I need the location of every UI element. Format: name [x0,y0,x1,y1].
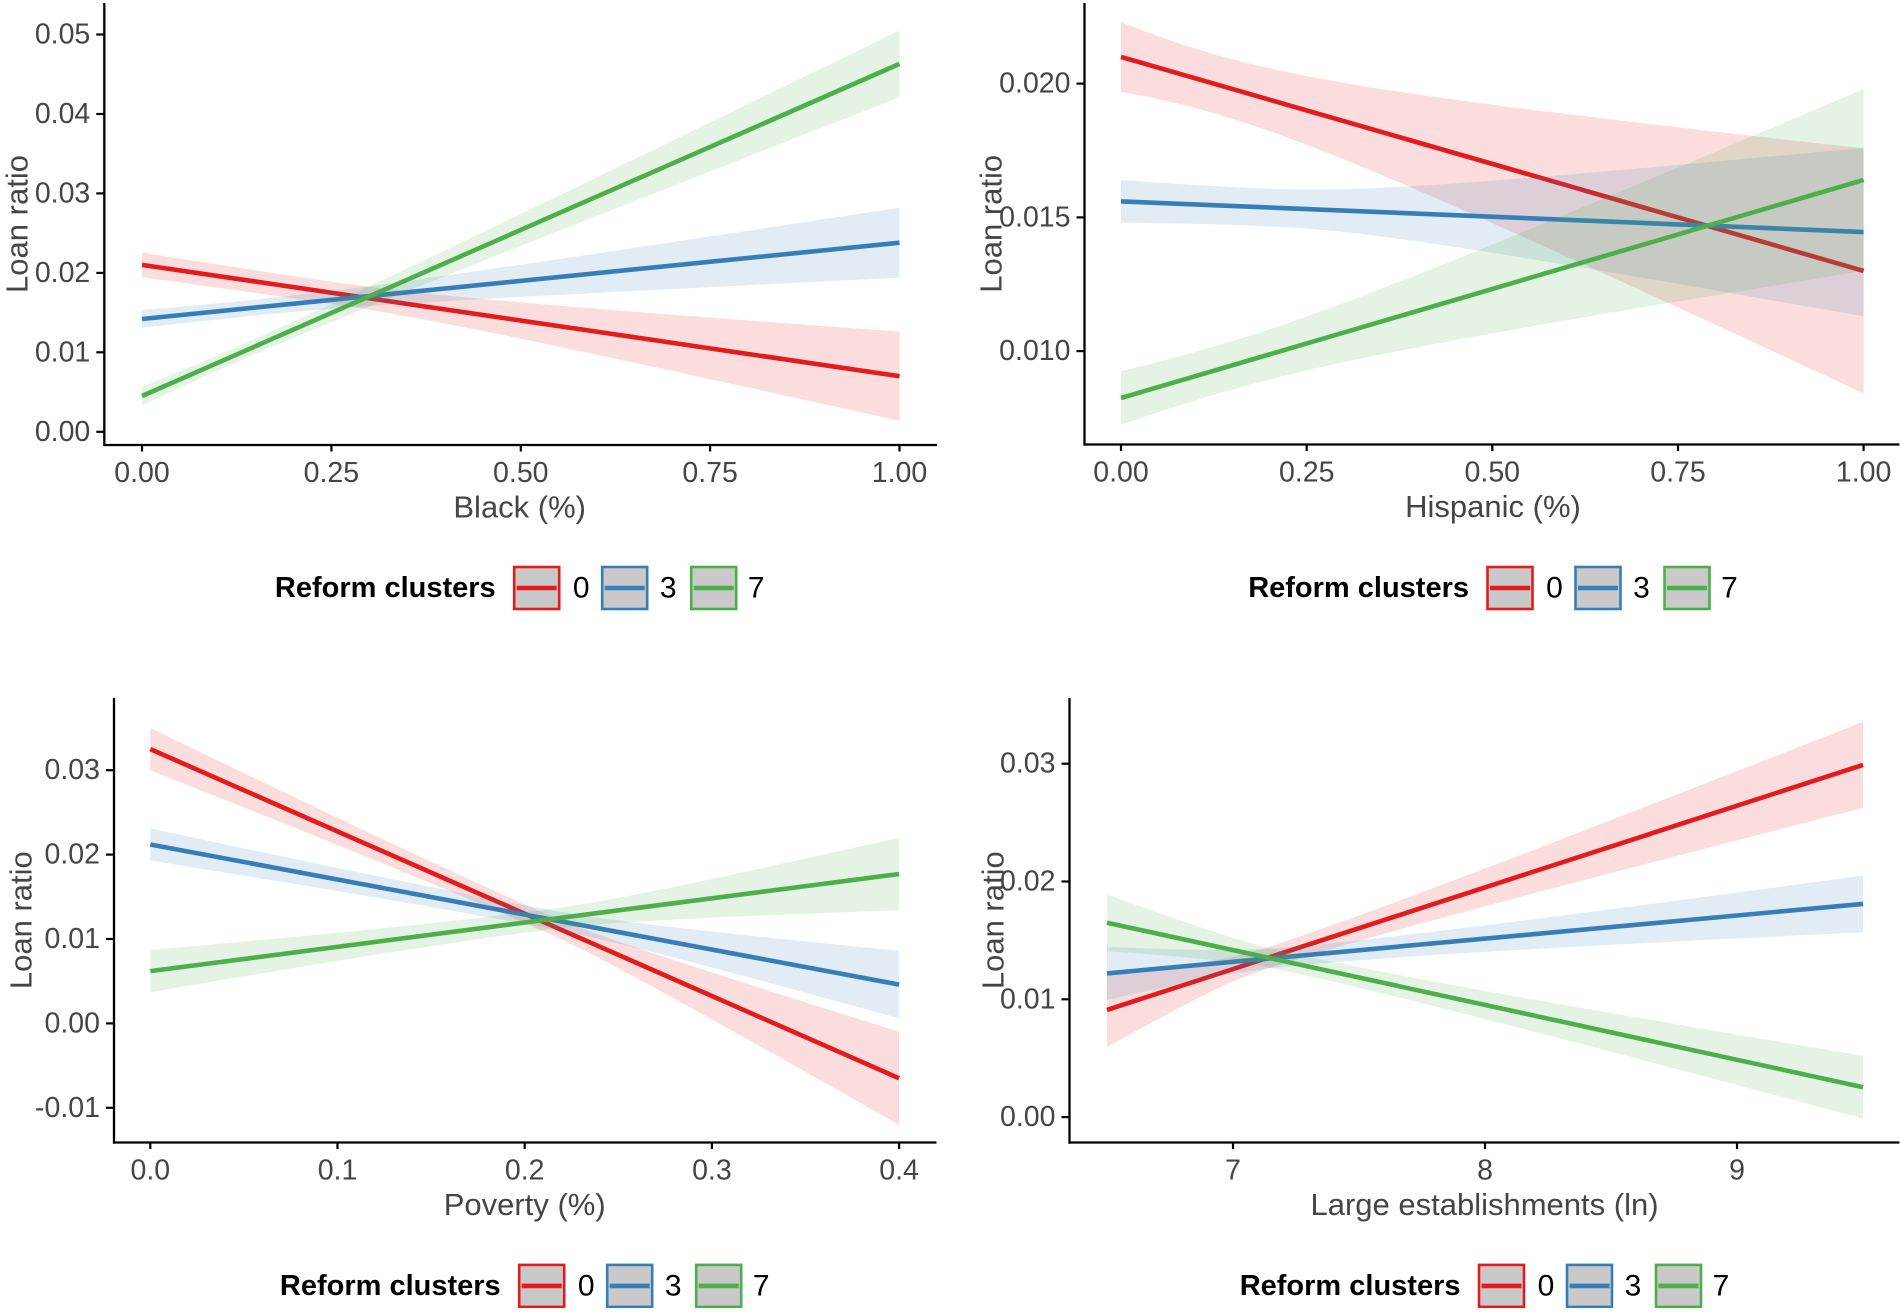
svg-text:0: 0 [573,572,590,605]
svg-text:Reform clusters: Reform clusters [1248,572,1469,604]
svg-text:0.03: 0.03 [35,177,90,209]
svg-text:0.00: 0.00 [1093,457,1148,489]
svg-text:0.2: 0.2 [505,1155,545,1187]
svg-text:0.02: 0.02 [1000,866,1055,898]
svg-text:7: 7 [1713,1269,1730,1302]
svg-text:0.03: 0.03 [45,754,100,786]
svg-text:0.02: 0.02 [45,839,100,871]
svg-text:3: 3 [1625,1269,1642,1302]
svg-text:0.00: 0.00 [114,457,169,489]
svg-text:1.00: 1.00 [1836,457,1891,489]
svg-text:0.4: 0.4 [879,1155,919,1187]
svg-text:0.00: 0.00 [45,1007,100,1039]
svg-text:0.015: 0.015 [999,201,1070,233]
svg-text:0.0: 0.0 [130,1155,170,1187]
svg-text:0.25: 0.25 [1279,457,1334,489]
svg-text:Loan ratio: Loan ratio [4,851,39,989]
svg-text:3: 3 [1633,572,1650,605]
svg-text:8: 8 [1477,1155,1493,1187]
svg-text:0.01: 0.01 [45,923,100,955]
svg-text:-0.01: -0.01 [35,1092,100,1124]
svg-text:Reform clusters: Reform clusters [275,572,496,604]
svg-text:0.01: 0.01 [1000,983,1055,1015]
svg-text:0.75: 0.75 [1650,457,1705,489]
svg-text:0: 0 [1546,572,1563,605]
svg-text:0.03: 0.03 [1000,748,1055,780]
svg-text:3: 3 [665,1269,682,1302]
svg-text:1.00: 1.00 [872,457,927,489]
svg-text:Reform clusters: Reform clusters [280,1270,501,1302]
svg-text:0: 0 [1538,1269,1555,1302]
svg-text:Hispanic (%): Hispanic (%) [1405,489,1581,524]
svg-text:0.05: 0.05 [35,19,90,51]
svg-text:Poverty (%): Poverty (%) [444,1187,606,1222]
svg-text:7: 7 [1721,572,1738,605]
svg-text:0.50: 0.50 [493,457,548,489]
svg-text:Reform clusters: Reform clusters [1240,1270,1461,1302]
svg-text:3: 3 [660,572,677,605]
svg-text:0.020: 0.020 [999,68,1070,100]
svg-text:9: 9 [1729,1155,1745,1187]
svg-text:0.1: 0.1 [318,1155,358,1187]
svg-text:0.010: 0.010 [999,335,1070,367]
svg-text:0.50: 0.50 [1465,457,1520,489]
svg-text:7: 7 [753,1269,770,1302]
svg-text:0.01: 0.01 [35,336,90,368]
svg-text:0.3: 0.3 [692,1155,732,1187]
svg-text:0.25: 0.25 [304,457,359,489]
svg-text:Loan ratio: Loan ratio [974,155,1009,293]
svg-text:0.04: 0.04 [35,98,91,130]
svg-text:Large establishments (ln): Large establishments (ln) [1310,1187,1658,1222]
svg-text:0.75: 0.75 [682,457,737,489]
svg-text:7: 7 [748,572,765,605]
svg-text:0.02: 0.02 [35,257,90,289]
svg-text:Loan ratio: Loan ratio [976,851,1011,989]
svg-text:0.00: 0.00 [35,416,90,448]
svg-text:Black (%): Black (%) [453,490,586,525]
svg-text:Loan ratio: Loan ratio [0,155,35,293]
svg-text:0.00: 0.00 [1000,1101,1055,1133]
svg-text:0: 0 [578,1269,595,1302]
svg-text:7: 7 [1225,1155,1241,1187]
